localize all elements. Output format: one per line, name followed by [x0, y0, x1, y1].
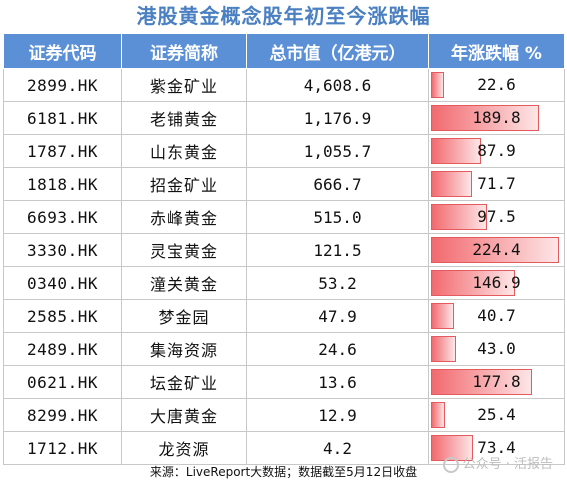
change-value: 22.6	[477, 75, 516, 94]
change-value: 25.4	[477, 405, 516, 424]
cell-change: 71.7	[428, 167, 565, 201]
cell-change: 224.4	[428, 233, 565, 267]
header-row: 证券代码 证券简称 总市值（亿港元） 年涨跌幅 %	[3, 33, 565, 69]
change-bar	[431, 369, 532, 395]
change-bar	[431, 270, 515, 296]
cell-name: 赤峰黄金	[121, 200, 247, 234]
change-value: 71.7	[477, 174, 516, 193]
column-header-change: 年涨跌幅 %	[428, 33, 565, 69]
cell-code: 0340.HK	[3, 266, 122, 300]
change-bar	[431, 336, 456, 362]
cell-market-cap: 666.7	[246, 167, 429, 201]
table-row: 0340.HK 潼关黄金 53.2 146.9	[3, 266, 565, 300]
cell-code: 2489.HK	[3, 332, 122, 366]
table-row: 1712.HK 龙资源 4.2 73.4	[3, 431, 565, 465]
cell-code: 6181.HK	[3, 101, 122, 135]
cell-market-cap: 1,176.9	[246, 101, 429, 135]
cell-code: 0621.HK	[3, 365, 122, 399]
cell-code: 1787.HK	[3, 134, 122, 168]
table-row: 1818.HK 招金矿业 666.7 71.7	[3, 167, 565, 201]
table-row: 2585.HK 梦金园 47.9 40.7	[3, 299, 565, 333]
cell-market-cap: 24.6	[246, 332, 429, 366]
cell-name: 灵宝黄金	[121, 233, 247, 267]
cell-name: 坛金矿业	[121, 365, 247, 399]
change-value: 177.8	[472, 372, 521, 391]
change-bar	[431, 138, 481, 164]
column-header-name: 证券简称	[121, 33, 247, 69]
cell-change: 97.5	[428, 200, 565, 234]
change-bar	[431, 303, 454, 329]
cell-market-cap: 121.5	[246, 233, 429, 267]
change-value: 97.5	[477, 207, 516, 226]
stock-table: 证券代码 证券简称 总市值（亿港元） 年涨跌幅 % 2899.HK 紫金矿业 4,6…	[3, 33, 565, 465]
cell-name: 山东黄金	[121, 134, 247, 168]
cell-market-cap: 47.9	[246, 299, 429, 333]
cell-change: 40.7	[428, 299, 565, 333]
cell-market-cap: 13.6	[246, 365, 429, 399]
cell-name: 老铺黄金	[121, 101, 247, 135]
table-row: 2899.HK 紫金矿业 4,608.6 22.6	[3, 68, 565, 102]
watermark: 公众号 · 活报告	[442, 453, 553, 477]
cell-change: 146.9	[428, 266, 565, 300]
table-row: 1787.HK 山东黄金 1,055.7 87.9	[3, 134, 565, 168]
table-title: 港股黄金概念股年初至今涨跌幅	[136, 4, 431, 28]
cell-change: 177.8	[428, 365, 565, 399]
cell-market-cap: 515.0	[246, 200, 429, 234]
cell-name: 梦金园	[121, 299, 247, 333]
change-bar	[431, 204, 487, 230]
table-row: 0621.HK 坛金矿业 13.6 177.8	[3, 365, 565, 399]
cell-name: 紫金矿业	[121, 68, 247, 102]
change-bar	[431, 237, 559, 263]
column-header-code: 证券代码	[3, 33, 122, 69]
change-bar	[431, 105, 539, 131]
wechat-icon	[442, 456, 459, 473]
cell-change: 189.8	[428, 101, 565, 135]
change-value: 40.7	[477, 306, 516, 325]
cell-change: 22.6	[428, 68, 565, 102]
cell-market-cap: 1,055.7	[246, 134, 429, 168]
change-value: 189.8	[472, 108, 521, 127]
watermark-text: 公众号 · 活报告	[462, 457, 553, 472]
cell-code: 1818.HK	[3, 167, 122, 201]
change-value: 73.4	[477, 438, 516, 457]
table-row: 8299.HK 大唐黄金 12.9 25.4	[3, 398, 565, 432]
change-value: 146.9	[472, 273, 521, 292]
change-value: 224.4	[472, 240, 521, 259]
cell-code: 1712.HK	[3, 431, 122, 465]
cell-code: 2585.HK	[3, 299, 122, 333]
cell-market-cap: 53.2	[246, 266, 429, 300]
cell-name: 龙资源	[121, 431, 247, 465]
change-bar	[431, 72, 444, 98]
table-row: 6181.HK 老铺黄金 1,176.9 189.8	[3, 101, 565, 135]
cell-market-cap: 12.9	[246, 398, 429, 432]
change-value: 87.9	[477, 141, 516, 160]
change-bar	[431, 171, 472, 197]
cell-code: 8299.HK	[3, 398, 122, 432]
cell-code: 6693.HK	[3, 200, 122, 234]
change-value: 43.0	[477, 339, 516, 358]
table-row: 3330.HK 灵宝黄金 121.5 224.4	[3, 233, 565, 267]
cell-name: 大唐黄金	[121, 398, 247, 432]
cell-code: 2899.HK	[3, 68, 122, 102]
cell-change: 87.9	[428, 134, 565, 168]
table-row: 2489.HK 集海资源 24.6 43.0	[3, 332, 565, 366]
cell-name: 集海资源	[121, 332, 247, 366]
cell-name: 潼关黄金	[121, 266, 247, 300]
table-row: 6693.HK 赤峰黄金 515.0 97.5	[3, 200, 565, 234]
change-bar	[431, 402, 445, 428]
cell-code: 3330.HK	[3, 233, 122, 267]
cell-name: 招金矿业	[121, 167, 247, 201]
cell-change: 25.4	[428, 398, 565, 432]
column-header-market-cap: 总市值（亿港元）	[246, 33, 429, 69]
cell-market-cap: 4,608.6	[246, 68, 429, 102]
cell-change: 43.0	[428, 332, 565, 366]
cell-market-cap: 4.2	[246, 431, 429, 465]
source-note: 来源：LiveReport大数据；数据截至5月12日收盘	[149, 465, 418, 479]
